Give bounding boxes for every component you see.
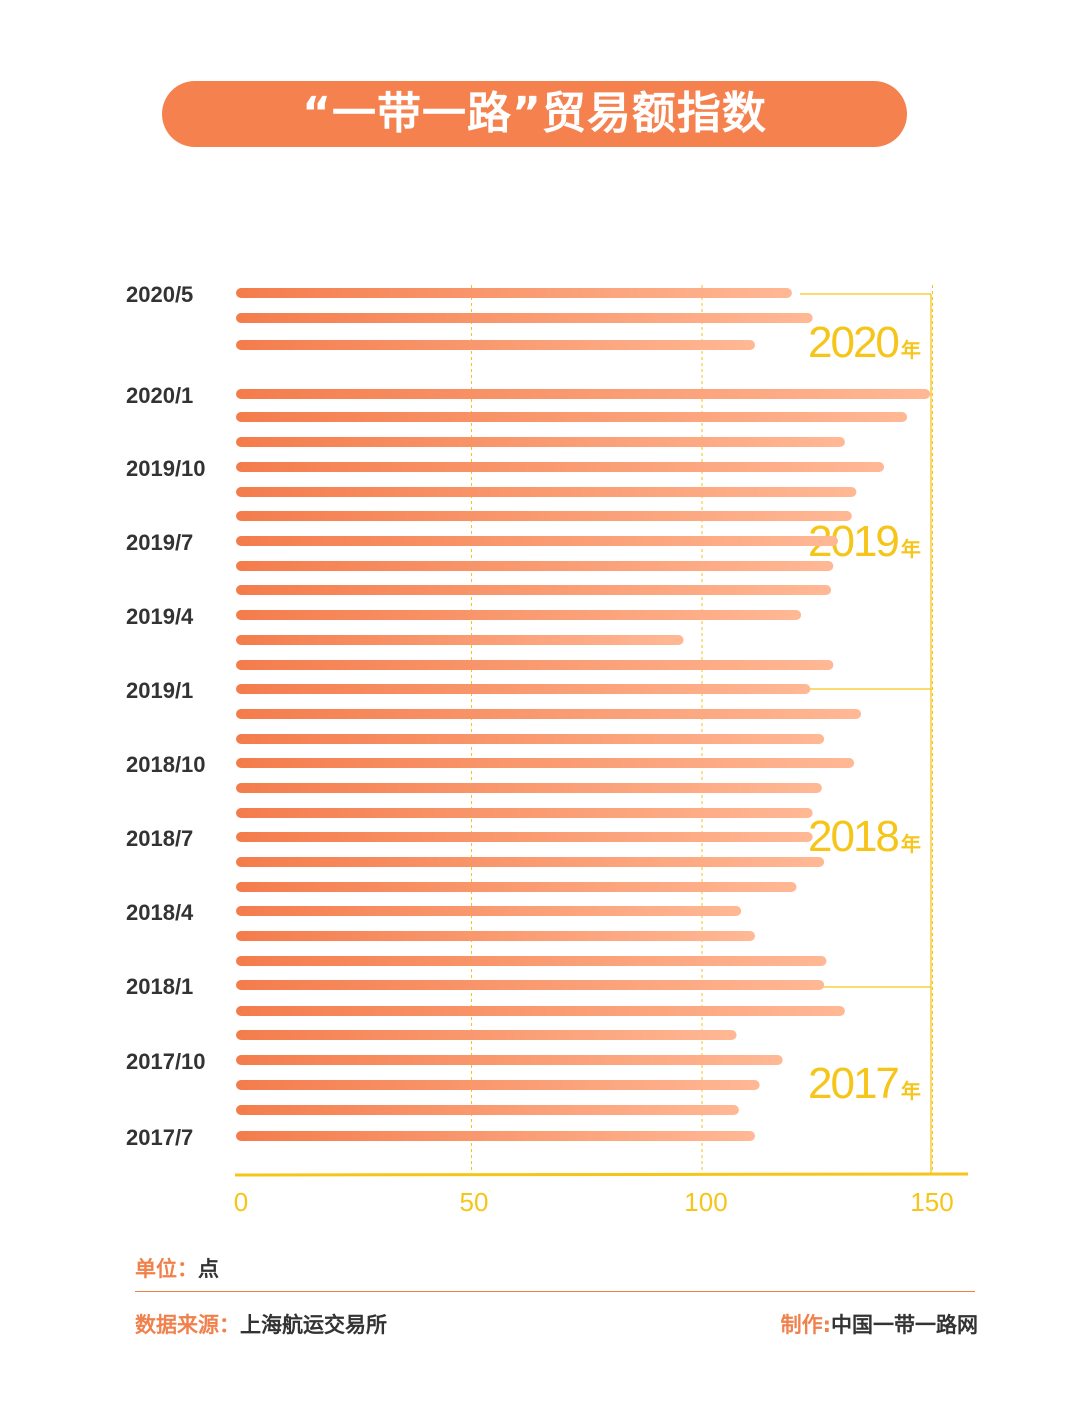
bar-2019/10 [236, 462, 885, 472]
source-note: 数据来源：上海航运交易所 [135, 1309, 387, 1339]
bar-2020/1 [236, 389, 931, 399]
y-tick-label: 2020/1 [126, 383, 193, 408]
y-tick-label: 2019/4 [126, 604, 194, 629]
y-tick-label: 2018/10 [126, 752, 206, 777]
bar-2019/4 [236, 610, 802, 620]
x-tick-label: 150 [910, 1187, 953, 1217]
maker-note: 制作:中国一带一路网 [781, 1309, 978, 1339]
chart-title: “一带一路”贸易额指数 [162, 81, 907, 147]
x-tick-label: 0 [234, 1187, 248, 1217]
bar-2019/1 [236, 684, 811, 694]
unit-note: 单位：点 [135, 1253, 219, 1283]
source-value: 上海航运交易所 [240, 1313, 387, 1337]
year-label-2018: 2018 年 [808, 812, 921, 861]
y-tick-label: 2017/10 [126, 1049, 206, 1074]
maker-label: 制作: [780, 1313, 831, 1337]
unit-label: 单位： [135, 1257, 198, 1281]
year-label-2017: 2017 年 [808, 1059, 921, 1108]
bar-2019/7 [236, 536, 838, 546]
bar-2018/11 [236, 734, 825, 744]
bar-2017/8 [236, 1105, 739, 1115]
footer-divider [135, 1291, 975, 1292]
bar-2020/5 [236, 288, 792, 298]
bar-2018/8 [236, 808, 813, 818]
bar-2018/10 [236, 758, 855, 768]
x-axis-line [234, 1172, 969, 1177]
bar-2019/8 [236, 511, 852, 521]
x-tick-label: 100 [684, 1187, 727, 1217]
bar-2019/5 [236, 585, 832, 595]
y-tick-label: 2018/4 [126, 900, 194, 925]
bar-2020/3 [236, 340, 756, 350]
bar-2018/12 [236, 709, 862, 719]
y-tick-label: 2019/10 [126, 456, 206, 481]
x-tick-label: 50 [460, 1187, 489, 1217]
maker-value: 中国一带一路网 [831, 1313, 978, 1337]
bar-2018/9 [236, 783, 822, 793]
bar-2017/9 [236, 1080, 760, 1090]
bar-2018/4 [236, 906, 742, 916]
bar-2019/2 [236, 660, 834, 670]
year-label-2020: 2020 年 [808, 318, 921, 367]
y-tick-label: 2018/1 [126, 974, 193, 999]
bar-2018/3 [236, 931, 756, 941]
bar-2018/2 [236, 956, 827, 966]
bar-2017/11 [236, 1030, 737, 1040]
y-tick-label: 2020/5 [126, 282, 193, 307]
y-tick-label: 2019/7 [126, 530, 193, 555]
bar-2018/5 [236, 882, 797, 892]
bar-2019/12 [236, 412, 908, 422]
bar-2019/11 [236, 437, 845, 447]
bar-2018/6 [236, 857, 825, 867]
y-tick-label: 2017/7 [126, 1125, 193, 1150]
y-tick-label: 2018/7 [126, 826, 193, 851]
y-tick-label: 2019/1 [126, 678, 193, 703]
bar-2019/9 [236, 487, 857, 497]
unit-value: 点 [198, 1257, 219, 1281]
bar-2017/7 [236, 1131, 756, 1141]
bar-2017/10 [236, 1055, 783, 1065]
bar-2018/1 [236, 980, 825, 990]
bar-2018/7 [236, 832, 813, 842]
bar-2020/4 [236, 313, 813, 323]
bar-2019/6 [236, 561, 834, 571]
bar-2017/12 [236, 1006, 845, 1016]
bar-2019/3 [236, 635, 684, 645]
source-label: 数据来源： [135, 1313, 240, 1337]
